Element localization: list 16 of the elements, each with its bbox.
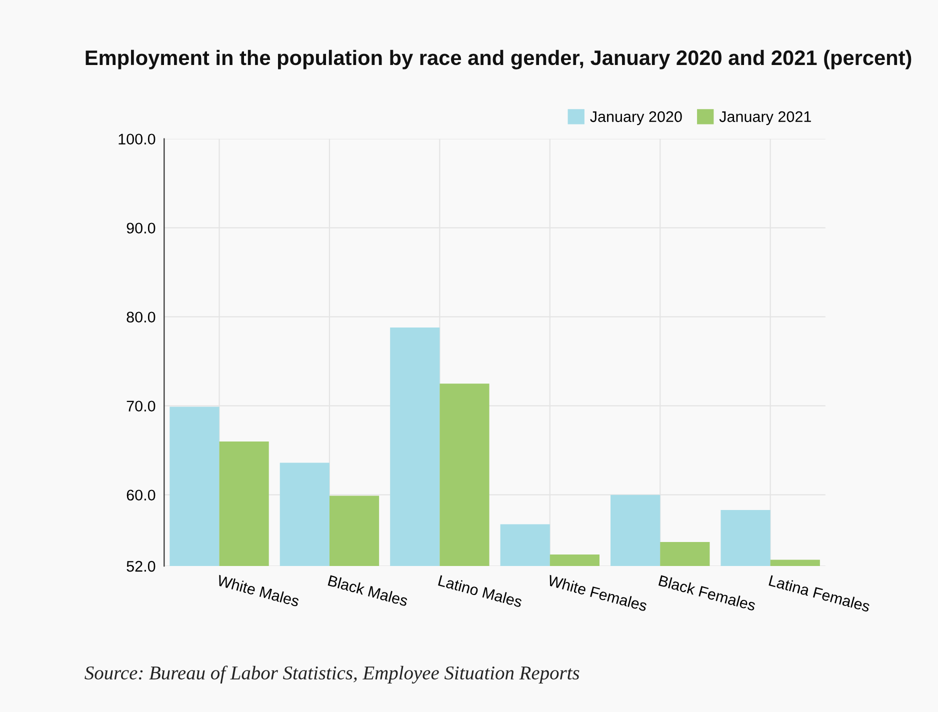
chart-title: Employment in the population by race and gender, January 2020 and 2021 (percent)	[86, 50, 912, 70]
x-tick-label: Latina Females	[768, 574, 871, 612]
x-tick-label: Black Males	[328, 574, 408, 606]
legend-label: January 2020	[590, 111, 682, 126]
y-tick-label: 80.0	[126, 312, 156, 323]
source-note: Source: Bureau of Labor Statistics, Employee Situation Reports	[84, 666, 580, 684]
x-tick-label: Latino Males	[438, 574, 523, 608]
y-tick-label: 70.0	[126, 400, 156, 412]
x-tick-label: Black Females	[658, 574, 756, 611]
y-tick-label: 52.0	[126, 560, 156, 572]
y-tick-label: 60.0	[126, 490, 156, 501]
y-tick-label: 100.0	[118, 134, 156, 145]
x-tick-label: White Females	[547, 574, 648, 612]
legend-label: January 2021	[719, 111, 811, 126]
y-tick-label: 90.0	[126, 222, 156, 234]
x-tick-label: White Males	[216, 574, 300, 607]
